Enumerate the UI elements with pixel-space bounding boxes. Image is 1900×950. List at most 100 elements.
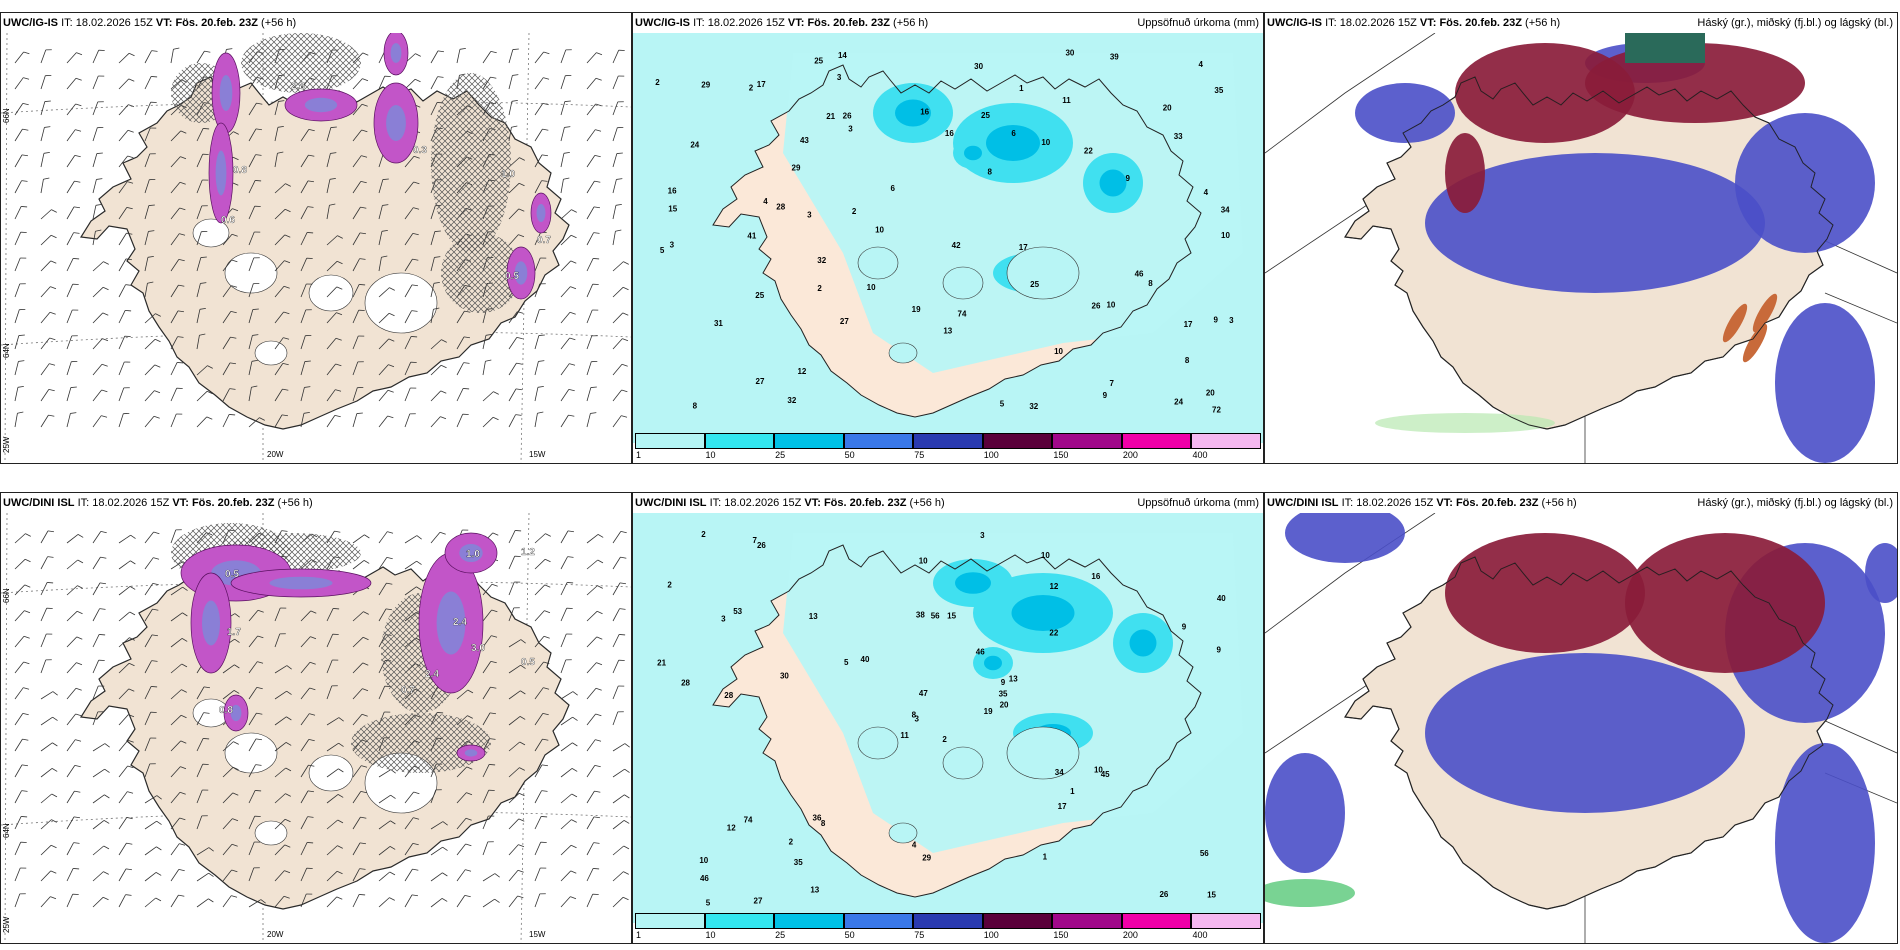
precip-value: 17 [757, 80, 766, 89]
glacier [254, 820, 288, 846]
axis-label: 15W [529, 450, 546, 459]
precip-value: 3 [721, 615, 726, 624]
legend-swatch [1052, 913, 1122, 929]
precip-value: 9 [1217, 645, 1222, 654]
precip-value: 33 [1174, 132, 1183, 141]
precip-value: 22 [1084, 146, 1093, 155]
wind-value-label: 2.4 [453, 617, 467, 628]
precip-value: 3 [980, 531, 985, 540]
precip-value: 56 [931, 612, 940, 621]
precip-value: 26 [1159, 890, 1168, 899]
axis-label: 20W [267, 930, 284, 939]
precip-value: 28 [681, 679, 690, 688]
precip-value: 2 [701, 530, 706, 539]
precip-value: 2 [817, 284, 822, 293]
precip-value: 25 [814, 56, 823, 65]
glacier [224, 252, 278, 294]
precip-value: 12 [1049, 582, 1058, 591]
precip-value: 28 [724, 691, 733, 700]
legend-label: 75 [914, 930, 925, 940]
precip-value: 46 [976, 648, 985, 657]
snow-hatch [241, 33, 361, 93]
precip-value: 43 [800, 136, 809, 145]
cloud-map [1265, 33, 1897, 463]
precip-map: 2331098101512192615284011222738467440463… [633, 513, 1263, 923]
glacier [857, 246, 899, 280]
legend-label: 10 [705, 930, 716, 940]
precip-value: 15 [1207, 891, 1216, 900]
precip-value: 31 [714, 319, 723, 328]
precip-value: 3 [670, 241, 675, 250]
precip-value: 11 [1062, 96, 1071, 105]
precip-value: 56 [1200, 849, 1209, 858]
precip-value: 21 [657, 659, 666, 668]
legend-label: 50 [844, 450, 855, 460]
precip-value: 10 [1221, 231, 1230, 240]
snow-hatch [351, 713, 491, 773]
precip-value: 13 [809, 612, 818, 621]
precip-value: 4 [1204, 188, 1209, 197]
cloud-layers [1355, 33, 1875, 463]
precip-value: 17 [1184, 320, 1193, 329]
legend-swatch [1191, 433, 1261, 449]
precip-value: 17 [1019, 243, 1028, 252]
precip-value: 30 [974, 62, 983, 71]
precip-map: 3410341091030172029892731423216141620252… [633, 33, 1263, 443]
precip-value: 29 [792, 163, 801, 172]
precip-value: 7 [1109, 379, 1114, 388]
precip-value: 34 [1055, 768, 1064, 777]
precip-value: 2 [749, 83, 754, 92]
wind-value-label: 0.5 [505, 271, 519, 282]
precip-value: 13 [1009, 675, 1018, 684]
precip-value: 8 [912, 710, 917, 719]
legend-label: 25 [775, 930, 786, 940]
legend-label: 400 [1192, 450, 1208, 460]
precip-value: 29 [701, 80, 710, 89]
wind-value-label: 1.2 [521, 547, 535, 558]
precip-value: 10 [1041, 551, 1050, 560]
legend-label: 10 [705, 450, 716, 460]
precip-value: 20 [1206, 388, 1215, 397]
snow-hatch [441, 233, 521, 313]
precip-value: 28 [776, 202, 785, 211]
precip-value: 3 [848, 125, 853, 134]
precip-value: 8 [987, 167, 992, 176]
precip-legend: 1 10 25 50 75 100 150 200 400 [635, 913, 1261, 941]
precip-value: 53 [733, 607, 742, 616]
wind-value-label: 0.5 [225, 569, 239, 580]
precip-value: 38 [916, 610, 925, 619]
panel-header: UWC/IG-IS IT: 18.02.2026 15Z VT: Fös. 20… [633, 13, 1263, 33]
coastline [1344, 76, 1834, 430]
precip-areas [180, 532, 498, 762]
precip-value: 32 [787, 396, 796, 405]
precip-value: 40 [861, 655, 870, 664]
precip-value: 32 [1029, 402, 1038, 411]
legend-label: 100 [983, 450, 999, 460]
wind-value-label: 1.0 [501, 169, 515, 180]
glacier [308, 754, 354, 792]
precip-value: 46 [1135, 270, 1144, 279]
precip-value: 8 [1185, 356, 1190, 365]
wind-value-label: 0.6 [221, 215, 235, 226]
precip-value: 29 [922, 853, 931, 862]
precip-value: 10 [699, 856, 708, 865]
legend-swatch [843, 913, 914, 929]
precip-value: 25 [1030, 280, 1039, 289]
precip-value: 8 [821, 819, 826, 828]
panel-cloud-top: UWC/IG-IS IT: 18.02.2026 15Z VT: Fös. 20… [1264, 12, 1898, 464]
precip-value: 8 [693, 402, 698, 411]
precip-value: 24 [1174, 397, 1183, 406]
legend-label: 200 [1122, 450, 1138, 460]
precip-value: 25 [981, 111, 990, 120]
coastline [712, 544, 1202, 898]
precip-value: 12 [727, 823, 736, 832]
precip-value: 74 [744, 816, 753, 825]
axis-label: 66N [2, 588, 11, 603]
precip-value: 15 [947, 611, 956, 620]
glacier [192, 218, 230, 248]
legend-label: 100 [983, 930, 999, 940]
axis-label: 25W [2, 436, 11, 453]
wind-map: 0.6 2.8 0.8 0.3 0.5 1.0 0.7 66N 64N 20W 15W 25W [1, 33, 631, 463]
cloud-layers [1265, 513, 1897, 943]
precip-value: 21 [826, 112, 835, 121]
